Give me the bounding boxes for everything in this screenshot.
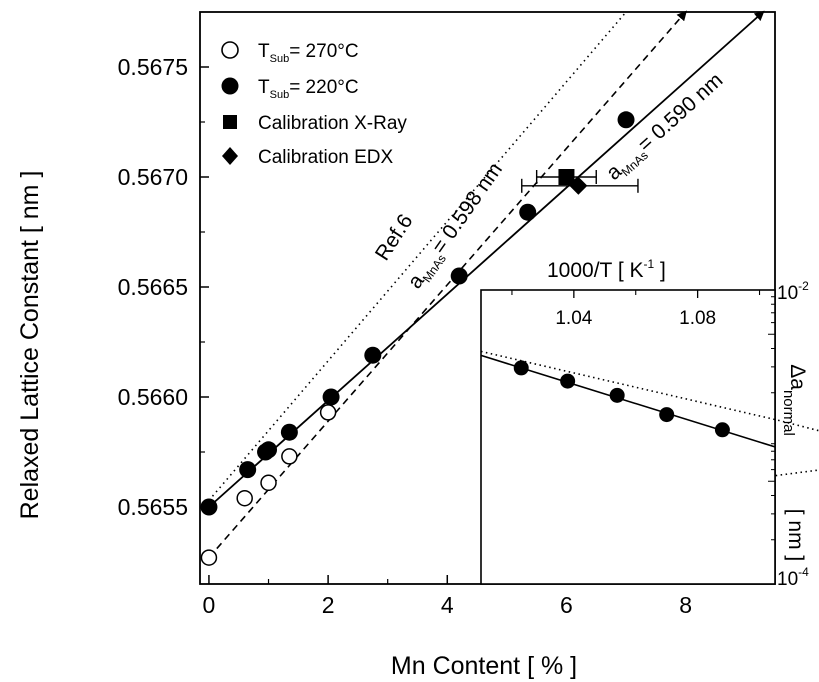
annotation-a-rest: = 0.598 nm (428, 158, 507, 258)
legend-marker-open-circle (221, 41, 239, 59)
inset-x-axis-title-rest: ] (654, 259, 666, 282)
data-point-filled-circle (450, 267, 468, 285)
inset-x-axis-title-main: 1000/T [ K (547, 259, 644, 282)
x-tick-label: 0 (203, 592, 216, 618)
fit-line-solid (208, 10, 765, 508)
inset-y-tick-label: 10-2 (777, 279, 809, 304)
data-point-filled-circle (200, 498, 218, 516)
inset-y-tick-exp: -2 (798, 279, 809, 293)
legend-label: TSub= 220°C (258, 77, 359, 101)
data-point-filled-circle (322, 388, 340, 406)
annotation-a-rest: = 0.590 nm (633, 69, 727, 157)
y-tick-label: 0.5665 (118, 274, 188, 300)
legend-label-main: T (258, 77, 270, 98)
inset-x-axis-title: 1000/T [ K-1 ] (547, 257, 666, 282)
data-point-open-circle (236, 489, 253, 507)
inset-y-tick-base: 10 (777, 569, 798, 590)
main-data-points (200, 111, 639, 566)
inset-y-tick-exp: -4 (798, 565, 809, 579)
y-tick-label: 0.5675 (118, 54, 188, 80)
data-point-filled-diamond (569, 176, 588, 195)
legend-marker-filled-diamond (222, 147, 238, 165)
legend-label-sub: Sub (270, 89, 290, 101)
x-tick-label: 8 (679, 592, 692, 618)
annotation-ref6: Ref.6 (371, 210, 418, 265)
legend: TSub= 270°C TSub= 220°C Calibration X-Ra… (221, 41, 407, 168)
main-axis-ticks: 0 2 4 6 8 0.5655 0.5660 0.5665 0.5670 0.5675 (118, 54, 692, 618)
x-tick-label: 4 (441, 592, 454, 618)
inset-point-filled-circle (714, 422, 730, 438)
inset-y-axis-title-main: Δa (786, 364, 809, 390)
legend-label-rest: = 220°C (289, 77, 358, 98)
inset-point-filled-circle (560, 373, 576, 389)
legend-marker-filled-square (223, 115, 237, 129)
inset-point-filled-circle (659, 407, 675, 423)
fit-line-dashed (208, 10, 687, 559)
y-tick-label: 0.5655 (118, 494, 188, 520)
data-point-filled-circle (239, 461, 257, 479)
legend-label: Calibration X-Ray (258, 113, 407, 134)
inset-y-axis-title: Δanormal (780, 364, 809, 436)
inset-y-axis-unit: [ nm ] (784, 509, 807, 562)
inset-plot-frame (480, 289, 776, 585)
data-point-open-circle (200, 549, 218, 566)
data-point-filled-circle (260, 441, 278, 459)
data-point-filled-square (558, 169, 575, 185)
main-fit-lines (208, 10, 765, 559)
data-point-open-circle (281, 448, 298, 465)
inset-x-tick-label: 1.08 (679, 308, 716, 329)
inset-y-tick-base: 10 (777, 283, 798, 304)
inset-y-axis-title-sub: normal (780, 390, 797, 436)
legend-marker-filled-circle (221, 77, 239, 95)
inset-content: 1.04 1.08 (480, 290, 819, 541)
inset-x-axis-title-sup: -1 (644, 257, 655, 271)
legend-label-main: T (258, 41, 270, 62)
x-axis-title: Mn Content [ % ] (391, 652, 577, 680)
inset-point-filled-circle (513, 360, 529, 376)
y-tick-label: 0.5670 (118, 164, 188, 190)
data-point-filled-circle (617, 111, 635, 129)
legend-label-rest: = 270°C (289, 41, 358, 62)
data-point-open-circle (260, 474, 277, 492)
legend-label: Calibration EDX (258, 147, 393, 168)
x-tick-label: 2 (322, 592, 335, 618)
inset-x-tick-label: 1.04 (555, 308, 592, 329)
data-point-filled-circle (280, 423, 298, 441)
data-point-open-circle (319, 404, 337, 421)
y-axis-title: Relaxed Lattice Constant [ nm ] (16, 171, 44, 520)
x-tick-label: 6 (560, 592, 573, 618)
legend-label: TSub= 270°C (258, 41, 359, 65)
legend-label-sub: Sub (270, 53, 290, 65)
inset-point-filled-circle (609, 387, 625, 403)
y-tick-label: 0.5660 (118, 384, 188, 410)
data-point-filled-circle (519, 203, 537, 221)
data-point-filled-circle (364, 346, 382, 364)
inset-y-tick-label: 10-4 (777, 565, 809, 590)
